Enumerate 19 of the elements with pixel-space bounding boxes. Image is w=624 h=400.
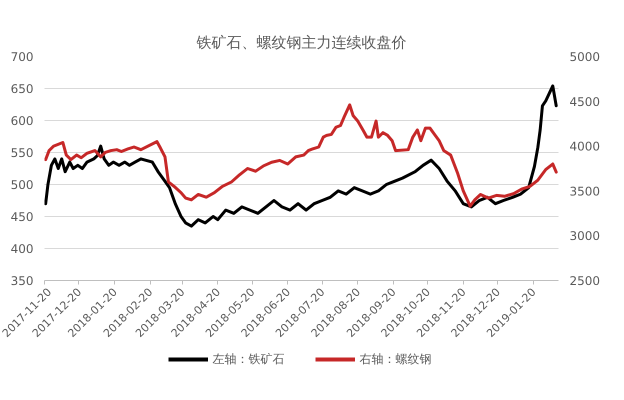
y-tick-label: 350	[10, 274, 34, 288]
legend-label: 左轴：铁矿石	[212, 350, 284, 368]
y-tick-label: 450	[10, 210, 34, 224]
y2-tick-label: 3500	[570, 184, 600, 198]
y-tick-label: 700	[10, 50, 34, 64]
y2-tick-label: 3000	[570, 229, 600, 244]
chart-title: 铁矿石、螺纹钢主力连续收盘价	[196, 34, 406, 52]
line-series	[44, 84, 558, 228]
y2-tick-label: 4500	[570, 94, 600, 109]
y2-tick-label: 2500	[570, 274, 600, 288]
legend-label: 右轴：螺纹钢	[360, 350, 432, 368]
y-tick-label: 500	[10, 178, 34, 192]
y2-tick-label: 5000	[570, 50, 600, 64]
y-tick-label: 600	[10, 114, 34, 128]
y-tick-label: 400	[10, 242, 34, 256]
y-tick-label: 550	[10, 146, 34, 160]
y2-tick-label: 4000	[570, 140, 600, 154]
line-series	[44, 103, 558, 208]
y-tick-label: 650	[10, 82, 34, 96]
